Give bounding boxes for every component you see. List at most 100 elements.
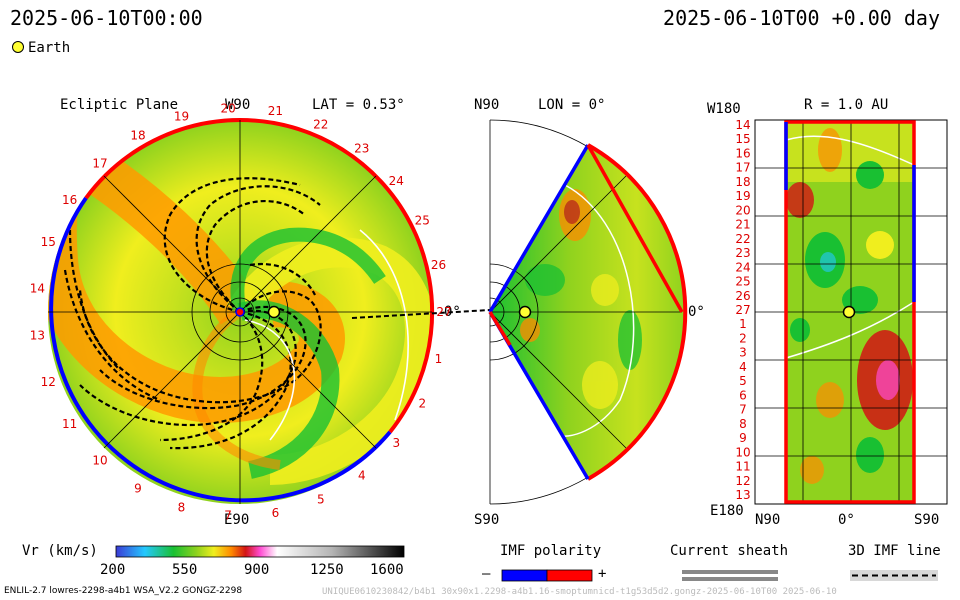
ecliptic-rim-positive-2 [84,118,241,200]
imf3d-label: 3D IMF line [848,543,941,559]
ecliptic-rim-positive [239,118,435,434]
meridional-right-label: 0° [688,304,705,320]
radial-r-label: R = 1.0 AU [804,97,889,113]
current-sheath-swatch-2 [682,577,778,581]
carrington-tick-15: 15 [41,235,56,249]
ecliptic-current-sheath [63,177,322,450]
carrington-tick-23: 23 [354,141,369,155]
carrington-tick-26: 26 [431,258,446,272]
radial-y-tick-15: 15 [735,132,750,146]
radial-x-tick-n90: N90 [755,512,781,528]
imf-negative-swatch [501,569,548,582]
footer-watermark: UNIQUE0610230842/b4b1 30x90x1.2298-a4b1.… [322,587,837,597]
imf-line-connector [351,309,491,319]
carrington-tick-1: 1 [435,352,443,366]
radial-y-tick-13: 13 [735,488,750,502]
radial-x-tick-s90: S90 [914,512,940,528]
earth-marker-meridional-icon [518,305,532,319]
radial-y-tick-22: 22 [735,232,750,246]
radial-y-tick-24: 24 [735,260,750,274]
radial-y-tick-5: 5 [739,374,747,388]
radial-y-tick-18: 18 [735,175,750,189]
carrington-tick-7: 7 [224,509,232,523]
radial-y-tick-19: 19 [735,189,750,203]
carrington-tick-9: 9 [134,482,142,496]
carrington-tick-12: 12 [41,375,56,389]
radial-y-tick-27: 27 [735,303,750,317]
radial-y-tick-20: 20 [735,203,750,217]
carrington-tick-21: 21 [268,104,283,118]
radial-y-tick-23: 23 [735,246,750,260]
current-sheath-label: Current sheath [670,543,789,559]
radial-y-ticks: 1415161718192021222324252627123456789101… [735,118,750,502]
radial-y-tick-1: 1 [739,317,747,331]
carrington-tick-4: 4 [358,469,366,483]
radial-y-tick-21: 21 [735,218,750,232]
meridional-top-label: N90 [474,97,500,113]
earth-legend-label: Earth [28,40,71,56]
ecliptic-lat-label: LAT = 0.53° [312,97,405,113]
radial-y-tick-3: 3 [739,346,747,360]
carrington-tick-6: 6 [272,506,280,520]
carrington-tick-25: 25 [415,213,430,227]
ecliptic-top-label: W90 [225,97,251,113]
ecliptic-disk [48,118,491,504]
carrington-tick-22: 22 [313,118,328,132]
imf-positive-swatch [546,569,593,582]
current-sheath-swatch-1 [682,570,778,574]
carrington-tick-13: 13 [30,329,45,343]
earth-marker-ecliptic-icon [267,305,281,319]
carrington-tick-17: 17 [92,157,107,171]
earth-marker-radial-icon [842,305,856,319]
radial-y-tick-14: 14 [735,118,750,132]
timestamp-right: 2025-06-10T00 +0.00 day [663,6,940,30]
velocity-colorbar [115,545,405,558]
imf-minus-label: – [482,566,491,582]
carrington-tick-5: 5 [317,492,325,506]
carrington-tick-18: 18 [130,128,145,142]
radial-map-features [786,122,914,484]
carrington-tick-8: 8 [178,500,186,514]
ecliptic-bottom-label: E90 [224,512,250,528]
colorbar-label: Vr (km/s) [22,543,98,559]
colorbar-tick-550: 550 [172,562,198,578]
meridional-rim [587,143,688,481]
radial-y-tick-9: 9 [739,431,747,445]
carrington-tick-20: 20 [220,101,235,115]
radial-y-tick-8: 8 [739,417,747,431]
carrington-tick-11: 11 [62,417,77,431]
radial-y-tick-12: 12 [735,474,750,488]
radial-y-tick-4: 4 [739,360,747,374]
radial-bottom-left-label: E180 [710,503,744,519]
meridional-panel [488,119,688,505]
radial-x-tick-0: 0° [838,512,855,528]
carrington-tick-24: 24 [389,174,404,188]
meridional-features [520,189,642,409]
radial-y-tick-25: 25 [735,275,750,289]
model-info: ENLIL-2.7 lowres-2298-a4b1 WSA_V2.2 GONG… [4,586,243,596]
ecliptic-rim-negative [49,196,392,503]
meridional-bottom-label: S90 [474,512,500,528]
ecliptic-title: Ecliptic Plane [60,97,179,113]
imf-polarity-label: IMF polarity [500,543,602,559]
timestamp-left: 2025-06-10T00:00 [10,6,203,30]
carrington-tick-19: 19 [174,110,189,124]
colorbar-tick-1600: 1600 [370,562,404,578]
radial-top-left-label: W180 [707,101,741,117]
imf-plus-label: + [598,566,607,582]
radial-y-tick-2: 2 [739,332,747,346]
carrington-tick-27: 27 [436,305,451,319]
colorbar-tick-900: 900 [244,562,270,578]
radial-y-tick-10: 10 [735,445,750,459]
radial-y-tick-26: 26 [735,289,750,303]
radial-y-tick-11: 11 [735,460,750,474]
radial-y-tick-7: 7 [739,403,747,417]
radial-y-tick-16: 16 [735,147,750,161]
carrington-tick-14: 14 [30,281,45,295]
colorbar-tick-1250: 1250 [310,562,344,578]
carrington-tick-3: 3 [392,436,400,450]
colorbar-tick-200: 200 [100,562,126,578]
carrington-tick-10: 10 [92,453,107,467]
radial-y-tick-17: 17 [735,161,750,175]
earth-legend: Earth [12,40,70,56]
